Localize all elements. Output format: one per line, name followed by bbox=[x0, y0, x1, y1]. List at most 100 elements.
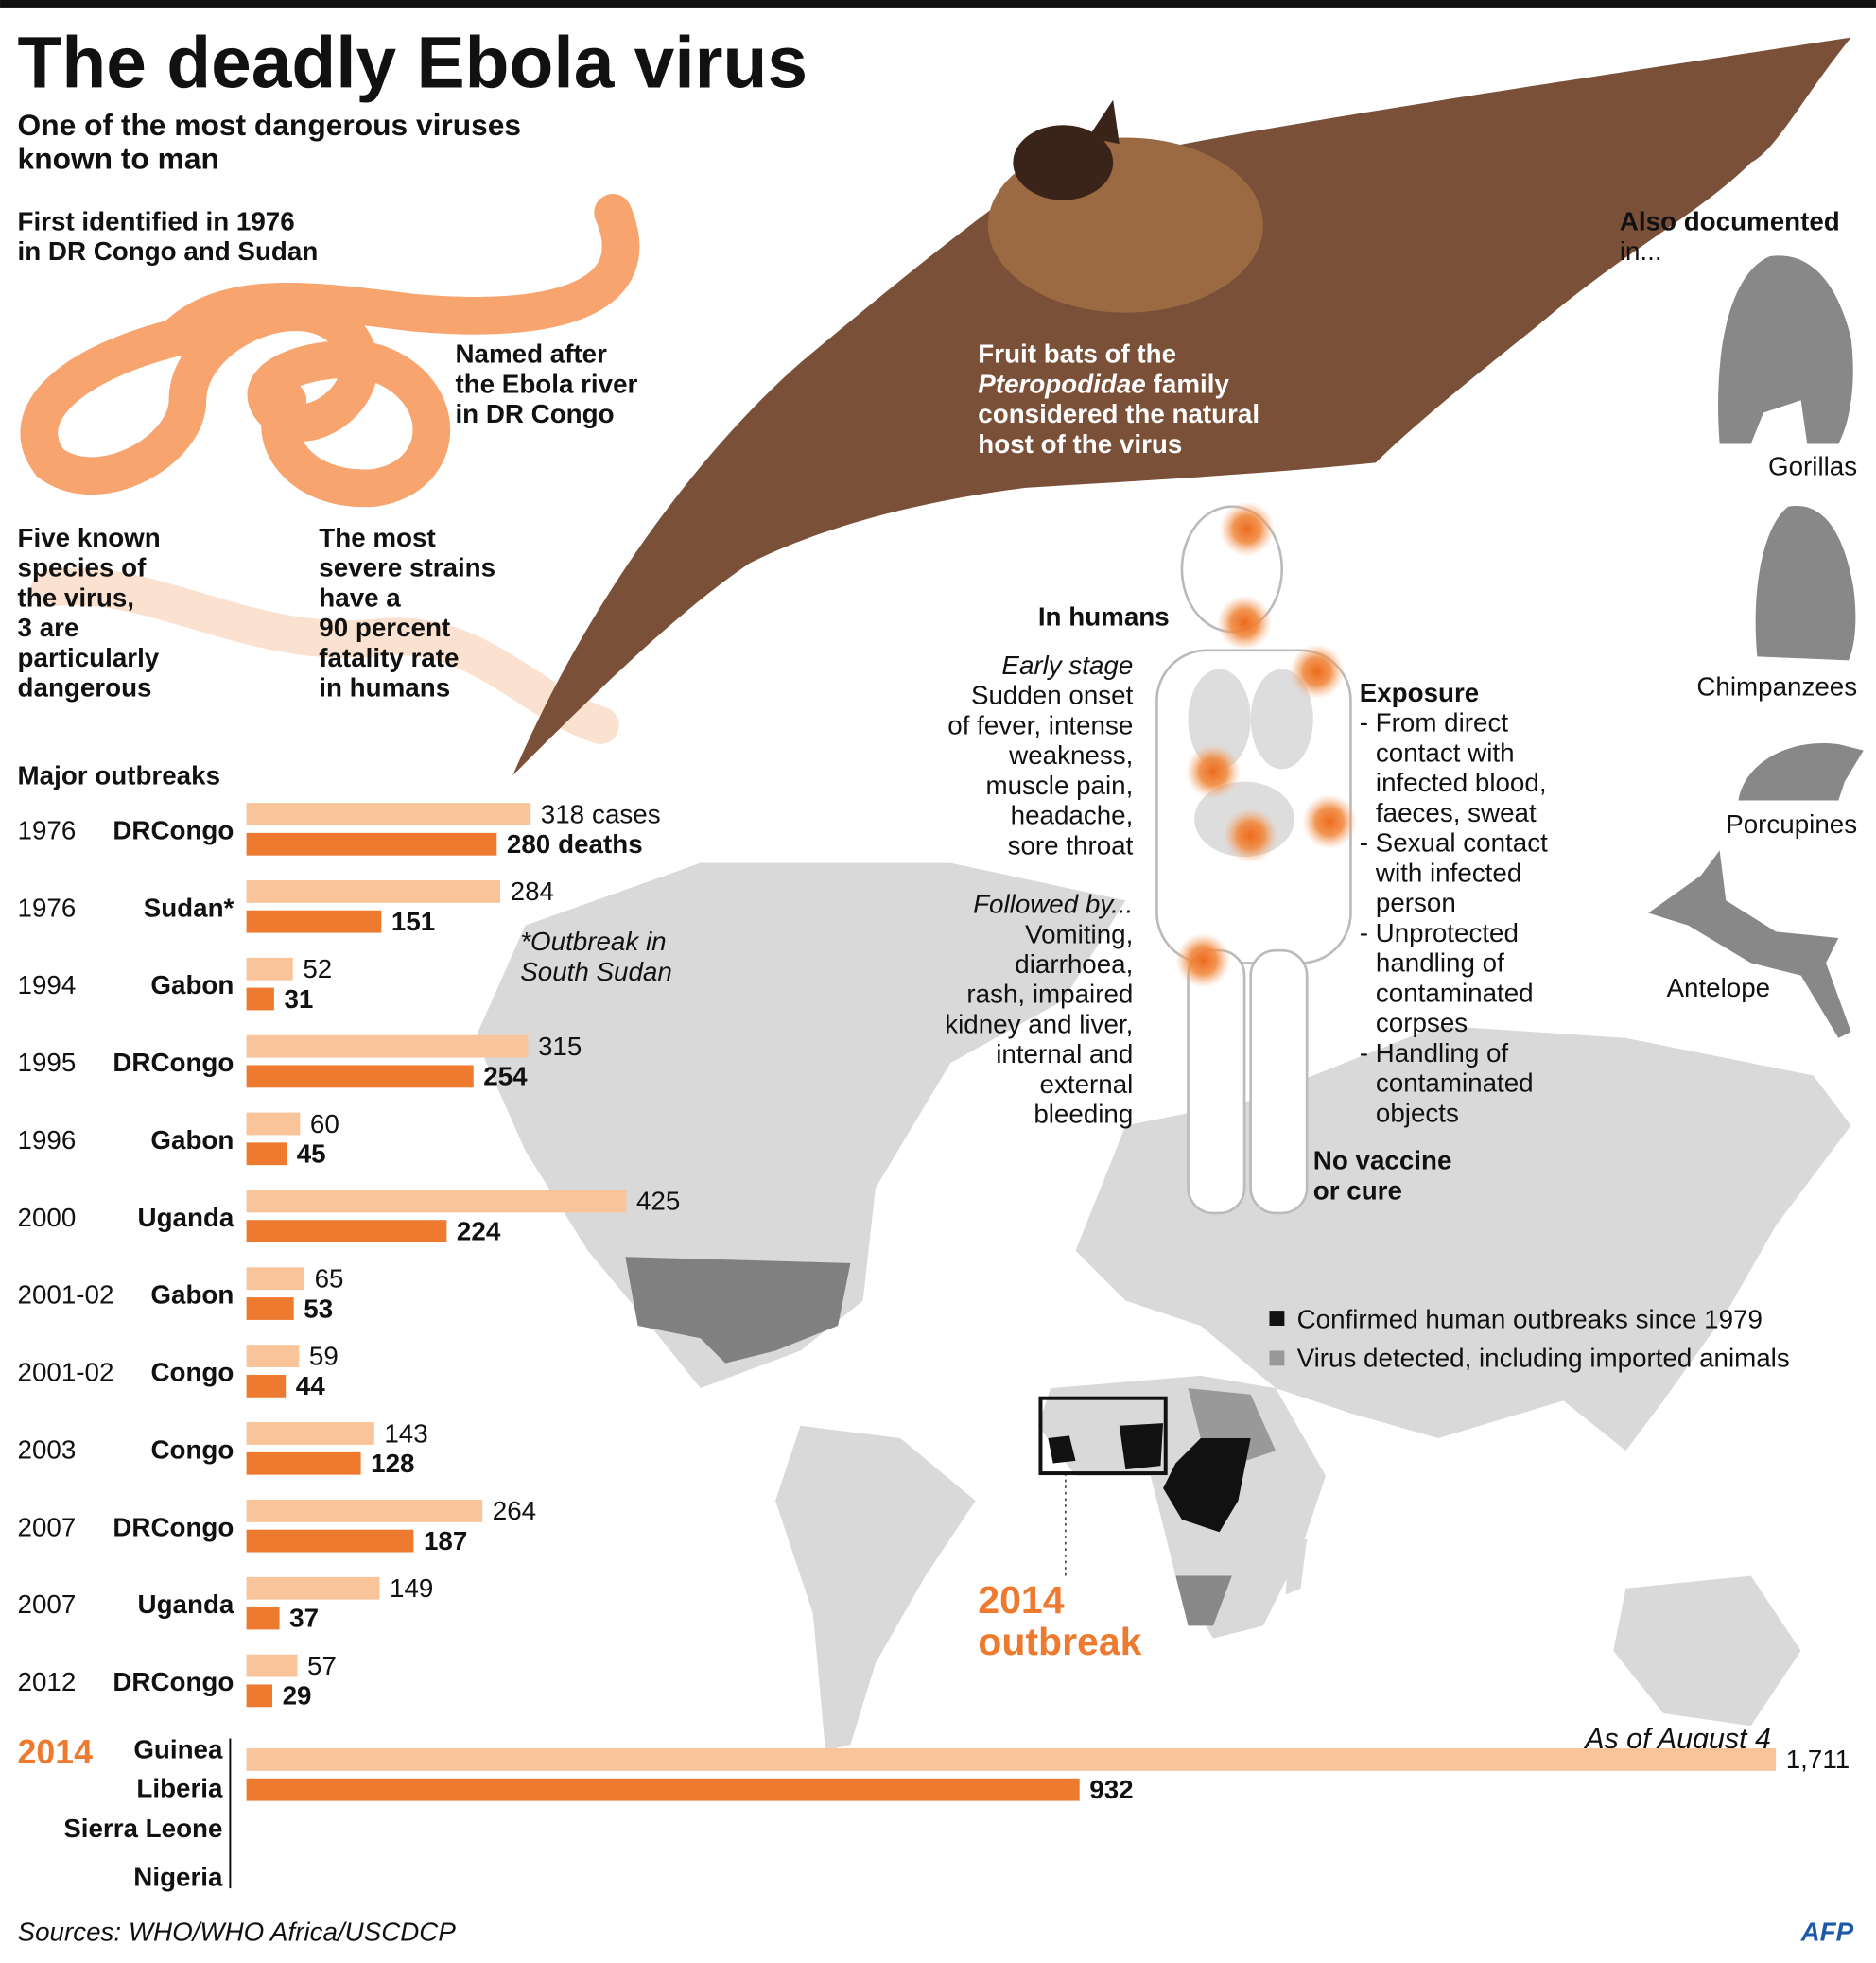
animal-silhouettes bbox=[1648, 255, 1864, 1038]
exposure-line: - Handling of bbox=[1360, 1038, 1509, 1068]
bar bbox=[246, 1654, 298, 1677]
usa bbox=[625, 1257, 851, 1364]
title: The deadly Ebola virus bbox=[18, 24, 808, 104]
bar bbox=[246, 1451, 361, 1475]
value-label: 284 bbox=[511, 877, 554, 906]
annotation: have a bbox=[319, 582, 401, 612]
value-label: 45 bbox=[297, 1139, 326, 1169]
section-heading: Also documented bbox=[1620, 206, 1840, 235]
category-label: DRCongo bbox=[113, 1667, 234, 1696]
annotation: 90 percent bbox=[319, 613, 450, 642]
symptom-line: rash, impaired bbox=[966, 980, 1133, 1009]
annotation: No vaccine bbox=[1313, 1146, 1452, 1175]
symptom-line: bleeding bbox=[1034, 1100, 1133, 1129]
inset-box bbox=[1038, 1396, 1168, 1476]
exposure-line: - From direct bbox=[1360, 708, 1509, 738]
value-label: 143 bbox=[384, 1418, 427, 1448]
category-label: Uganda bbox=[138, 1203, 234, 1232]
exposure-line: infected blood, bbox=[1376, 768, 1547, 797]
bar bbox=[246, 1499, 483, 1522]
series-label: cases bbox=[592, 799, 661, 828]
value-label: 315 bbox=[538, 1032, 582, 1061]
bar bbox=[246, 987, 274, 1011]
animal-label: Gorillas bbox=[1768, 452, 1857, 481]
annotation: the Ebola river bbox=[455, 369, 637, 398]
value-label: 254 bbox=[483, 1062, 528, 1091]
section-subheading: in... bbox=[1620, 236, 1662, 266]
bar bbox=[246, 957, 293, 981]
section-heading: In humans bbox=[1038, 601, 1170, 631]
bar bbox=[246, 803, 531, 825]
category-label: Sudan* bbox=[144, 893, 234, 922]
year-label: 2001-02 bbox=[18, 1280, 114, 1310]
symptom-line: headache, bbox=[1011, 801, 1134, 830]
exposure-line: with infected bbox=[1375, 858, 1521, 887]
animal-label: Chimpanzees bbox=[1696, 671, 1857, 701]
section-heading: Early stage bbox=[1001, 651, 1133, 680]
legend-label: Virus detected, including imported anima… bbox=[1297, 1344, 1790, 1373]
value-label: 224 bbox=[457, 1216, 501, 1245]
annotation: The most bbox=[319, 523, 435, 552]
year-label: 2003 bbox=[18, 1434, 77, 1464]
legend-swatch bbox=[1269, 1350, 1285, 1366]
value-label: 149 bbox=[390, 1573, 433, 1603]
value-label: 425 bbox=[636, 1187, 680, 1216]
annotation: in humans bbox=[319, 673, 450, 703]
annotation: considered the natural bbox=[978, 399, 1259, 428]
symptom-line: Vomiting, bbox=[1025, 919, 1133, 948]
year-label: 1994 bbox=[18, 970, 77, 999]
sources: Sources: WHO/WHO Africa/USCDCP bbox=[18, 1918, 457, 1947]
bar bbox=[246, 1034, 529, 1058]
annotation: Five known bbox=[18, 523, 161, 552]
category-label: Liberia bbox=[136, 1774, 223, 1803]
value-label: 37 bbox=[289, 1604, 319, 1633]
category-label: Gabon bbox=[150, 1125, 234, 1155]
text-span: family bbox=[1154, 369, 1230, 398]
value-label: 52 bbox=[303, 954, 332, 983]
exposure-line: faeces, sweat bbox=[1376, 798, 1537, 827]
value-label: 29 bbox=[283, 1681, 312, 1711]
bar bbox=[246, 832, 497, 856]
bar bbox=[246, 910, 382, 933]
exposure-line: handling of bbox=[1376, 948, 1504, 978]
virus-reflection bbox=[31, 567, 619, 744]
exposure-line: corpses bbox=[1376, 1008, 1468, 1037]
year-label: 2007 bbox=[18, 1512, 77, 1541]
virus-detected-region bbox=[1175, 1575, 1232, 1626]
value-label: 65 bbox=[315, 1264, 344, 1294]
annotation: Named after bbox=[455, 339, 607, 369]
year-label: 2014 bbox=[18, 1733, 94, 1771]
year-label: 1995 bbox=[18, 1048, 77, 1077]
chart-title: Major outbreaks bbox=[18, 760, 220, 790]
bar bbox=[246, 1297, 294, 1320]
outbreak-region bbox=[1048, 1435, 1076, 1464]
bar bbox=[246, 1190, 627, 1213]
subtitle: One of the most dangerous viruses bbox=[18, 108, 522, 142]
year-label: 2001-02 bbox=[18, 1358, 114, 1387]
category-label: Gabon bbox=[150, 970, 234, 999]
animal-label: Antelope bbox=[1667, 973, 1771, 1002]
virus-illustration bbox=[20, 194, 640, 508]
section-heading: Exposure bbox=[1360, 678, 1480, 707]
year-label: 2007 bbox=[18, 1590, 77, 1619]
value-label: 264 bbox=[493, 1496, 536, 1525]
category-label: DRCongo bbox=[113, 815, 234, 844]
symptom-line: external bbox=[1040, 1069, 1134, 1099]
bar bbox=[246, 1267, 305, 1291]
animal-label: Porcupines bbox=[1726, 809, 1857, 839]
series-label: deaths bbox=[558, 829, 643, 859]
section-heading: Followed by... bbox=[973, 890, 1133, 919]
symptom-line: sore throat bbox=[1008, 830, 1134, 860]
value-label: 53 bbox=[304, 1294, 333, 1323]
symptom-line: of fever, intense bbox=[947, 710, 1133, 739]
exposure-line: contact with bbox=[1376, 738, 1515, 767]
category-label: DRCongo bbox=[113, 1512, 234, 1541]
annotation: particularly bbox=[18, 643, 160, 672]
symptom-line: muscle pain, bbox=[985, 771, 1133, 800]
exposure-line: person bbox=[1376, 888, 1456, 917]
bar bbox=[246, 1607, 280, 1630]
annotation: Pteropodidae family bbox=[978, 369, 1229, 398]
exposure-line: contaminated bbox=[1376, 978, 1534, 1007]
annotation: Fruit bats of the bbox=[978, 339, 1176, 369]
